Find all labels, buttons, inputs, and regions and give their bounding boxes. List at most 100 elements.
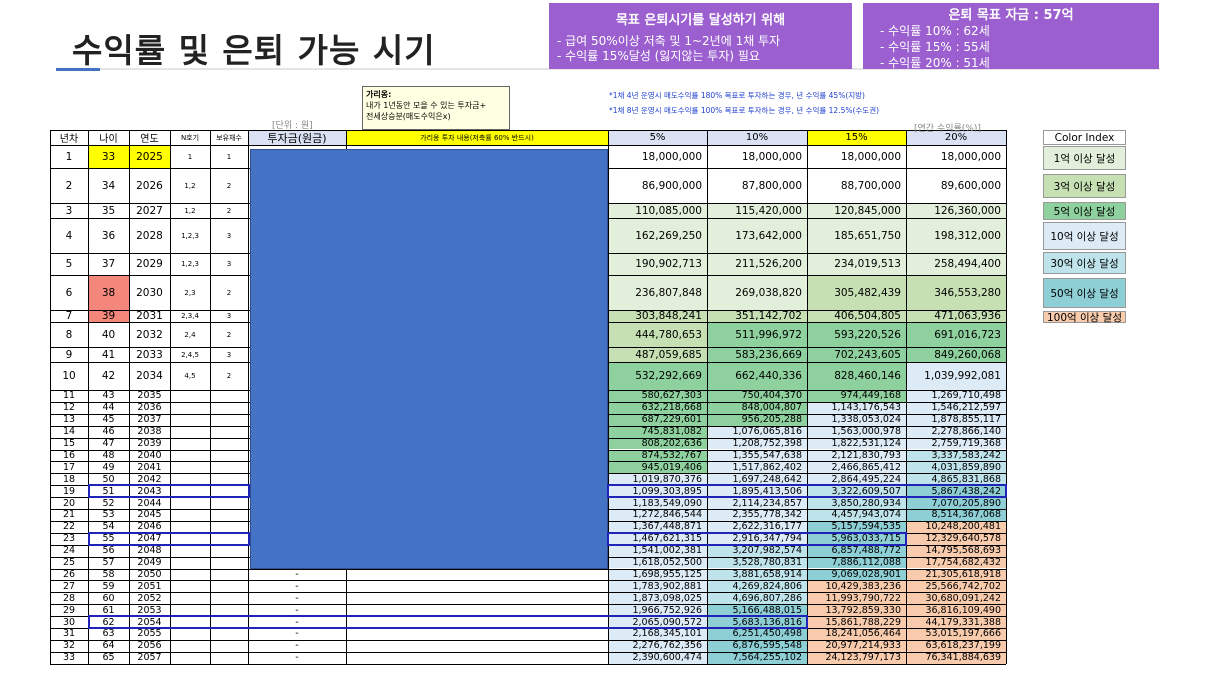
comment-line: 전세상승분(매도수익은x) — [366, 112, 451, 121]
table-cell-r15: 2,466,865,412 — [807, 461, 906, 474]
table-cell-no: 25 — [62, 557, 76, 569]
table-cell-n — [170, 426, 210, 438]
table-cell-r15: 18,000,000 — [807, 145, 906, 168]
table-cell-no: 12 — [62, 402, 76, 414]
table-cell-r5: 236,807,848 — [608, 275, 707, 310]
table-cell-r20: 1,039,992,081 — [906, 362, 1006, 390]
table-cell-no: 31 — [62, 628, 76, 640]
table-cell-hold — [210, 438, 248, 450]
table-cell-age: 50 — [88, 473, 129, 486]
table-cell-r15: 2,121,830,793 — [807, 449, 906, 462]
table-cell-r20: 471,063,936 — [906, 310, 1006, 322]
table-cell-r5: 86,900,000 — [608, 168, 707, 203]
table-cell-r5: 745,831,082 — [608, 425, 707, 438]
table-cell-r10: 2,114,234,857 — [707, 497, 807, 509]
legend-item: 30억 이상 달성 — [1043, 252, 1126, 274]
table-cell-year: 2047 — [129, 532, 170, 545]
grid-line — [807, 130, 808, 664]
table-cell-r15: 406,504,805 — [807, 310, 906, 322]
table-cell-r5: 190,902,713 — [608, 253, 707, 275]
table-cell-r5: 874,532,767 — [608, 449, 707, 462]
table-cell-r15: 4,457,943,074 — [807, 509, 906, 521]
table-cell-r20: 8,514,367,068 — [906, 509, 1006, 521]
table-cell-year: 2028 — [129, 218, 170, 253]
investment-block — [250, 149, 608, 569]
table-cell-r10: 583,236,669 — [707, 347, 807, 362]
table-cell-r20: 53,015,197,666 — [906, 628, 1006, 640]
table-cell-no: 22 — [62, 521, 76, 533]
table-cell-r5: 1,698,955,125 — [608, 568, 707, 581]
table-cell-r5: 18,000,000 — [608, 145, 707, 168]
page-title: 수익률 및 은퇴 가능 시기 — [72, 31, 436, 70]
table-cell-n — [170, 414, 210, 426]
table-cell-year: 2046 — [129, 520, 170, 533]
grid-line — [50, 651, 1006, 653]
table-cell-r20: 18,000,000 — [906, 145, 1006, 168]
table-cell-r15: 24,123,797,173 — [807, 651, 906, 664]
column-header-r5: 5% — [608, 130, 707, 145]
table-cell-r20: 126,360,000 — [906, 203, 1006, 218]
table-cell-n — [170, 402, 210, 414]
table-cell-no: 6 — [65, 286, 73, 299]
table-cell-r5: 2,390,600,474 — [608, 651, 707, 664]
legend-item: 10억 이상 달성 — [1043, 222, 1126, 250]
legend-item: 3억 이상 달성 — [1043, 174, 1126, 198]
table-cell-age: 51 — [88, 485, 129, 498]
grid-line — [88, 130, 89, 664]
table-cell-hold — [210, 640, 248, 652]
grid-line — [906, 130, 907, 664]
table-cell-hold — [210, 461, 248, 473]
table-cell-hold: 3 — [226, 260, 232, 268]
table-cell-year: 2052 — [129, 592, 170, 605]
table-cell-no: 33 — [62, 652, 76, 664]
table-cell-r15: 5,157,594,535 — [807, 520, 906, 533]
table-cell-no: 10 — [62, 370, 76, 382]
grid-line — [50, 568, 1006, 570]
grid-line — [707, 130, 708, 664]
table-cell-r10: 5,683,136,816 — [707, 616, 807, 628]
table-cell-r10: 6,251,450,498 — [707, 628, 807, 640]
table-cell-year: 2038 — [129, 425, 170, 438]
table-cell-r15: 2,864,495,224 — [807, 473, 906, 486]
table-cell-r10: 211,526,200 — [707, 253, 807, 275]
table-cell-year: 2044 — [129, 497, 170, 509]
table-cell-no: 28 — [62, 592, 76, 604]
table-cell-invest: - — [295, 604, 299, 616]
table-cell-age: 35 — [88, 203, 129, 218]
table-cell-n — [170, 509, 210, 521]
table-cell-r20: 7,070,205,890 — [906, 497, 1006, 509]
table-cell-r15: 1,143,176,543 — [807, 401, 906, 414]
table-cell-r5: 1,367,448,871 — [608, 520, 707, 533]
goal-box-title: 목표 은퇴시기를 달성하기 위해 — [615, 13, 786, 28]
table-cell-r15: 185,651,750 — [807, 218, 906, 253]
table-cell-n — [170, 640, 210, 652]
target-box-title: 은퇴 목표 자금 : 57억 — [948, 8, 1074, 23]
table-cell-age: 62 — [88, 616, 129, 628]
table-cell-r20: 36,816,109,490 — [906, 604, 1006, 617]
table-cell-r10: 1,355,547,638 — [707, 449, 807, 462]
table-cell-no: 27 — [62, 580, 76, 592]
goal-box: 목표 은퇴시기를 달성하기 위해 - 급여 50%이상 저축 및 1~2년에 1… — [549, 3, 852, 69]
table-cell-r20: 12,329,640,578 — [906, 532, 1006, 545]
table-cell-r20: 44,179,331,388 — [906, 616, 1006, 628]
table-cell-age: 52 — [88, 497, 129, 509]
target-box-line: - 수익률 10% : 62세 — [880, 24, 990, 38]
column-header-year: 연도 — [129, 130, 170, 145]
table-cell-age: 48 — [88, 449, 129, 462]
table-cell-hold — [210, 580, 248, 592]
table-cell-r10: 2,916,347,794 — [707, 532, 807, 545]
target-box: 은퇴 목표 자금 : 57억 - 수익률 10% : 62세 - 수익률 15%… — [863, 3, 1159, 70]
table-cell-r15: 9,069,028,901 — [807, 568, 906, 581]
table-cell-n: 4,5 — [184, 372, 196, 380]
annual-rate-label: [연간 수익률(%)] — [914, 124, 981, 134]
table-cell-no: 26 — [62, 568, 76, 580]
table-cell-r5: 2,276,762,356 — [608, 639, 707, 652]
table-cell-invest: - — [295, 580, 299, 592]
table-cell-r20: 17,754,682,432 — [906, 556, 1006, 569]
table-cell-r15: 1,563,000,978 — [807, 425, 906, 438]
table-cell-year: 2048 — [129, 544, 170, 557]
table-cell-r10: 7,564,255,102 — [707, 651, 807, 664]
table-cell-age: 47 — [88, 437, 129, 450]
table-cell-age: 42 — [88, 362, 129, 390]
column-header-r15: 15% — [807, 130, 906, 145]
